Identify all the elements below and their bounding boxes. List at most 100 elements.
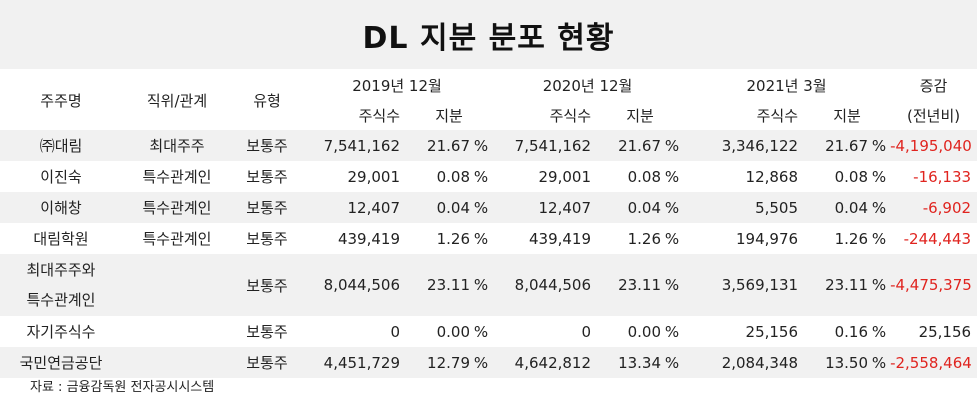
- shares-2021: 5,505: [683, 192, 805, 223]
- share-type: 보통주: [246, 168, 288, 186]
- header-shareholder: 주주명: [40, 91, 82, 110]
- stake-2021: 21.67: [804, 130, 869, 161]
- shareholder-name: 이해창: [0, 192, 122, 223]
- shareholder-name-line-2: 특수관계인: [26, 291, 96, 309]
- shares-2020: 0: [581, 322, 592, 341]
- stake-2020: 0.08: [627, 167, 662, 186]
- percent-sign: %: [473, 322, 489, 341]
- share-type: 보통주: [246, 323, 288, 341]
- share-type: 보통주: [232, 254, 302, 316]
- share-type: 보통주: [246, 230, 288, 248]
- stake-2021: 0.04: [804, 192, 869, 223]
- percent-sign: %: [664, 322, 680, 341]
- stake-2019: 12.79: [406, 347, 470, 378]
- header-type: 유형: [253, 91, 281, 110]
- stake-2020: 1.26: [627, 229, 662, 248]
- header-change: 증감: [919, 76, 948, 95]
- share-type: 보통주: [232, 192, 302, 223]
- change-value: -4,195,040: [890, 130, 977, 161]
- shares-2020: 4,642,812: [492, 347, 598, 378]
- shares-2019: 4,451,729: [302, 347, 406, 378]
- relation: 최대주주: [122, 130, 232, 161]
- relation: 특수관계인: [122, 192, 232, 223]
- percent-sign: %: [661, 347, 684, 378]
- stake-2021: 0.16: [834, 322, 869, 341]
- relation: 특수관계인: [142, 230, 212, 248]
- header-period-2019: 2019년 12월: [352, 76, 442, 95]
- shares-2021: 3,346,122: [683, 130, 805, 161]
- header-stake: 지분: [435, 106, 463, 125]
- page-title: DL 지분 분포 현황: [362, 20, 615, 56]
- change-value: 25,156: [918, 322, 972, 341]
- shares-2020: 12,407: [492, 192, 598, 223]
- table-row: 자기주식수 보통주 0 0.00 % 0 0.00 % 25,156 0.16 …: [0, 316, 977, 347]
- stake-2020: 23.11: [597, 254, 662, 316]
- header-position: 직위/관계: [146, 91, 208, 110]
- shares-2020: 8,044,506: [492, 254, 598, 316]
- header-period-2020: 2020년 12월: [542, 76, 633, 95]
- header-stake: 지분: [833, 106, 861, 125]
- shares-2021: 25,156: [745, 322, 799, 341]
- stake-2019: 0.00: [436, 322, 470, 341]
- table-row: 이진숙 특수관계인 보통주 29,001 0.08 % 29,001 0.08 …: [0, 161, 977, 192]
- header-change-sub: (전년비): [907, 106, 961, 125]
- title-bar: DL 지분 분포 현황: [0, 0, 977, 69]
- percent-sign: %: [661, 254, 684, 316]
- percent-sign: %: [473, 229, 489, 248]
- percent-sign: %: [868, 192, 891, 223]
- relation: [122, 316, 232, 347]
- shareholder-name: ㈜대림: [0, 130, 122, 161]
- percent-sign: %: [871, 229, 887, 248]
- stake-2019: 23.11: [406, 254, 470, 316]
- stake-2021: 13.50: [804, 347, 869, 378]
- percent-sign: %: [473, 167, 489, 186]
- shares-2021: 194,976: [736, 229, 799, 248]
- header-row-2: 주식수 지분 주식수 지분 주식수 지분 (전년비): [0, 100, 977, 130]
- change-value: -244,443: [903, 229, 972, 248]
- stake-2020: 13.34: [597, 347, 662, 378]
- percent-sign: %: [871, 167, 887, 186]
- stake-2019: 1.26: [436, 229, 470, 248]
- share-type: 보통주: [232, 347, 302, 378]
- relation: 특수관계인: [142, 168, 212, 186]
- percent-sign: %: [868, 347, 891, 378]
- percent-sign: %: [470, 130, 493, 161]
- relation: [122, 347, 232, 378]
- stake-2019: 0.04: [406, 192, 470, 223]
- percent-sign: %: [868, 130, 891, 161]
- stake-2020: 0.04: [597, 192, 662, 223]
- shares-2019: 439,419: [337, 229, 400, 248]
- percent-sign: %: [470, 192, 493, 223]
- source-note: 자료 : 금융감독원 전자공시시스템: [30, 380, 215, 395]
- share-type: 보통주: [232, 130, 302, 161]
- header-shares: 주식수: [756, 106, 799, 125]
- stake-2020: 21.67: [597, 130, 662, 161]
- percent-sign: %: [470, 254, 493, 316]
- change-value: -2,558,464: [890, 347, 977, 378]
- table-row: 국민연금공단 보통주 4,451,729 12.79 % 4,642,812 1…: [0, 347, 977, 378]
- stake-2019: 0.08: [436, 167, 470, 186]
- stake-2021: 23.11: [804, 254, 869, 316]
- shares-2021: 12,868: [745, 167, 799, 186]
- percent-sign: %: [871, 322, 887, 341]
- relation: [122, 254, 232, 316]
- stake-2020: 0.00: [627, 322, 662, 341]
- header-shares: 주식수: [358, 106, 400, 125]
- stake-2019: 21.67: [406, 130, 470, 161]
- percent-sign: %: [470, 347, 493, 378]
- shares-2021: 3,569,131: [683, 254, 805, 316]
- shares-2019: 7,541,162: [302, 130, 406, 161]
- table-row: 대림학원 특수관계인 보통주 439,419 1.26 % 439,419 1.…: [0, 223, 977, 254]
- header-period-2021: 2021년 3월: [746, 76, 827, 95]
- shareholder-name-line-1: 최대주주와: [26, 261, 96, 279]
- change-value: -6,902: [890, 192, 977, 223]
- shares-2019: 8,044,506: [302, 254, 406, 316]
- shares-2020: 439,419: [528, 229, 592, 248]
- header-stake: 지분: [626, 106, 654, 125]
- shares-2019: 0: [390, 322, 400, 341]
- shares-2021: 2,084,348: [683, 347, 805, 378]
- shares-2020: 29,001: [538, 167, 592, 186]
- header-shares: 주식수: [549, 106, 592, 125]
- percent-sign: %: [664, 229, 680, 248]
- shares-2019: 29,001: [347, 167, 401, 186]
